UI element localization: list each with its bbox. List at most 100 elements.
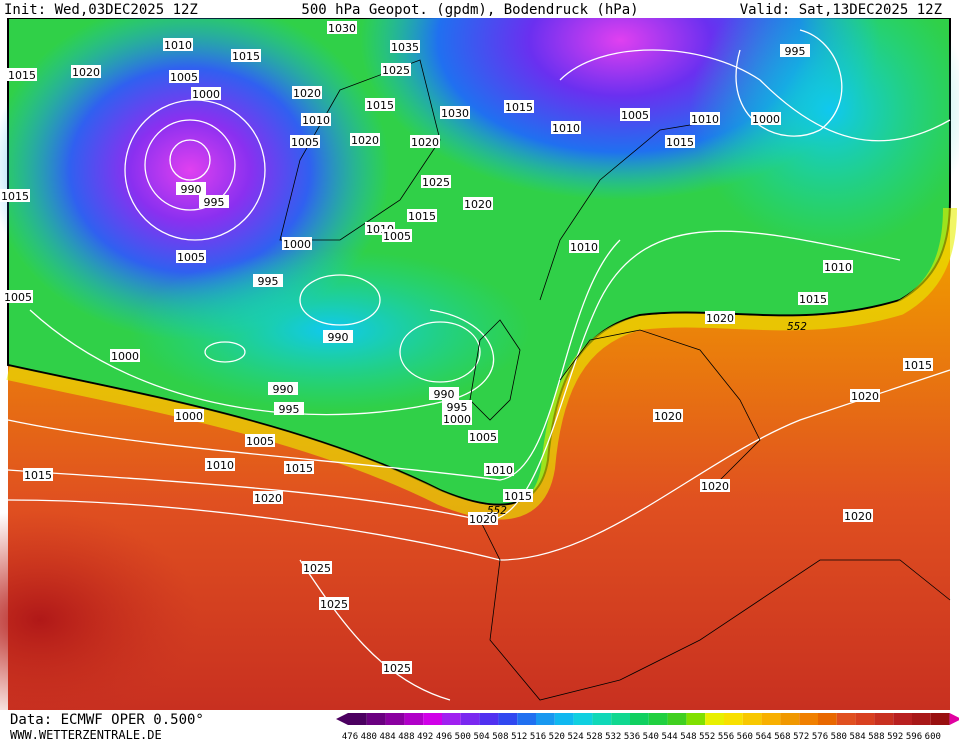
isobar-label: 1015: [366, 99, 394, 112]
isobar-label: 1020: [469, 513, 497, 526]
isobar-label: 1015: [904, 359, 932, 372]
legend-label: 504: [473, 732, 489, 741]
isobar-label-box: [780, 44, 810, 57]
isobar-label: 995: [258, 275, 279, 288]
init-time: Init: Wed,03DEC2025 12Z: [4, 2, 198, 18]
isobar-label-box: [468, 430, 498, 443]
isobar-label: 1005: [177, 251, 205, 264]
legend-label: 584: [849, 732, 865, 741]
legend-arrow-left: [336, 713, 348, 725]
legend-label: 536: [624, 732, 640, 741]
isobar-label-box: [268, 382, 298, 395]
isobar-label-box: [442, 412, 472, 425]
map-title: 500 hPa Geopot. (gpdm), Bodendruck (hPa): [301, 2, 638, 18]
color-legend: 476 480 484 488 492 496 500 504 508 512 516 520 524 5…: [336, 713, 959, 742]
legend-label: 532: [605, 732, 621, 741]
isobar-label: 1010: [570, 241, 598, 254]
isobar-label: 1005: [383, 230, 411, 243]
isobar-label: 1020: [351, 134, 379, 147]
isobar-label-box: [850, 389, 880, 402]
isobar-label-box: [421, 175, 451, 188]
isobar-label-box: [176, 182, 206, 195]
legend-swatch: [536, 713, 555, 725]
legend-swatch: [573, 713, 593, 725]
isobar-label: 1030: [441, 107, 469, 120]
legend-swatch: [667, 713, 687, 725]
legend-label: 480: [361, 732, 377, 741]
legend-swatch: [855, 713, 875, 725]
isobar-label: 1030: [328, 22, 356, 35]
isobar-label-box: [381, 63, 411, 76]
isobar-label: 1015: [504, 490, 532, 503]
isobar-label-box: [174, 409, 204, 422]
isobar-label-box: [843, 509, 873, 522]
isobar-label: 1010: [552, 122, 580, 135]
isobar-label: 1025: [382, 64, 410, 77]
isobar-label-box: [0, 189, 30, 202]
isobar-label: 1005: [246, 435, 274, 448]
isobar-label: 1025: [303, 562, 331, 575]
isobar-label-box: [323, 330, 353, 343]
isobar-label-box: [484, 463, 514, 476]
isobar-label-box: [327, 21, 357, 34]
isobar-label-box: [429, 387, 459, 400]
isobar-label-box: [199, 195, 229, 208]
isobar-label-box: [503, 489, 533, 502]
isobar-label: 990: [434, 388, 455, 401]
isobar-label-box: [282, 237, 312, 250]
legend-label: 596: [906, 732, 922, 741]
legend-swatch: [404, 713, 424, 725]
legend-label: 496: [436, 732, 452, 741]
isobars: [7, 29, 951, 701]
site: WWW.WETTERZENTRALE.DE: [10, 728, 162, 741]
isobar-label: 1020: [844, 510, 872, 523]
legend-label: 520: [549, 732, 565, 741]
legend-swatch: [517, 713, 536, 725]
isobar-label: 1005: [170, 71, 198, 84]
legend-label: 508: [492, 732, 508, 741]
legend-label: 580: [831, 732, 847, 741]
isobar-label-box: [903, 358, 933, 371]
legend-label: 540: [643, 732, 659, 741]
isobar-label: 1005: [469, 431, 497, 444]
legend-label: 492: [417, 732, 433, 741]
legend-swatch: [479, 713, 499, 725]
isobar-label-box: [350, 133, 380, 146]
legend-swatch: [874, 713, 894, 725]
isobar-label: 1015: [1, 190, 29, 203]
isobar-label-box: [319, 597, 349, 610]
isobar-label: 1015: [24, 469, 52, 482]
isobar-label: 1020: [411, 136, 439, 149]
isobar-label: 1025: [383, 662, 411, 675]
legend-swatch: [592, 713, 612, 725]
isobar-label-box: [463, 197, 493, 210]
isobar-labels: 1020 1010 1015 1005 1000 1015 1030 1035 1025 1020…: [0, 21, 933, 675]
isobar-label-box: [440, 106, 470, 119]
isobar-label-box: [569, 240, 599, 253]
isobar-label: 1015: [408, 210, 436, 223]
isobar-label: 1020: [851, 390, 879, 403]
isobar-label-box: [551, 121, 581, 134]
legend-label: 568: [774, 732, 790, 741]
isobar-label-box: [7, 68, 37, 81]
isobar-label-box: [823, 260, 853, 273]
isobar-label: 1025: [422, 176, 450, 189]
isobar-label-box: [705, 311, 735, 324]
isobar-label-box: [3, 290, 33, 303]
warm-region: [0, 510, 200, 730]
legend-arrow-right: [949, 713, 959, 725]
isobar-label: 1005: [621, 109, 649, 122]
isobar-label: 1015: [505, 101, 533, 114]
legend-label: 544: [661, 732, 677, 741]
legend-label: 600: [925, 732, 941, 741]
legend-label: 512: [511, 732, 527, 741]
isobar-label-box: [653, 409, 683, 422]
isobar-label-box: [365, 98, 395, 111]
isobar-label-box: [176, 250, 206, 263]
isobar-label-box: [700, 479, 730, 492]
legend-swatch: [724, 713, 743, 725]
legend-swatch: [611, 713, 630, 725]
legend-swatch: [686, 713, 706, 725]
legend-label: 476: [342, 732, 358, 741]
isobar-label: 1020: [254, 492, 282, 505]
